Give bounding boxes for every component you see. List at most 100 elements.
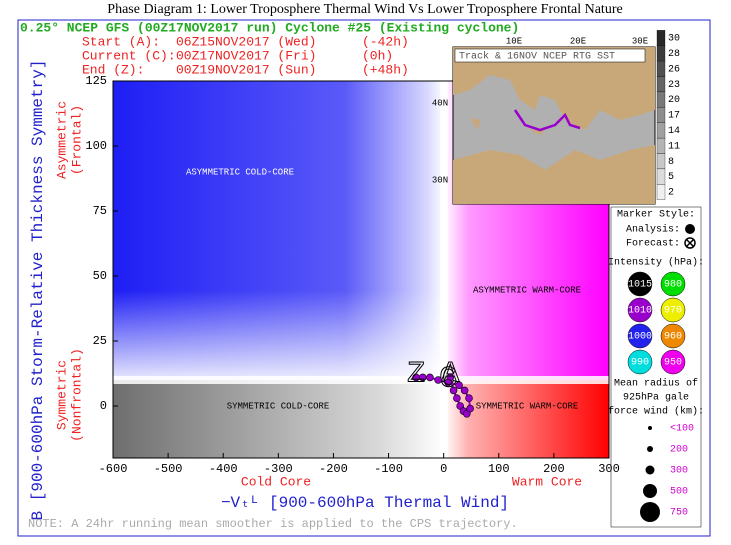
colorbar-swatch [656,122,666,139]
track-label: C [439,363,457,397]
legend-intensity-swatch [660,323,686,349]
legend-intensity-swatch [627,271,653,297]
header-label: Current (C): [82,48,176,63]
x-tick-label: 100 [488,462,510,476]
legend-intensity-label: 1015 [628,280,652,291]
y-tick-label: 25 [93,334,107,348]
legend-radius-label: 500 [670,487,688,498]
outer-frame [17,19,711,537]
y-annotation: (Nonfrontal) [69,348,84,442]
colorbar-label: 26 [668,64,680,75]
colorbar-label: 5 [668,172,674,183]
legend-intensity-swatch [627,323,653,349]
legend-radius-title: 925hPa gale [623,392,689,404]
x-tick-label: -100 [374,462,403,476]
colorbar-swatch [656,45,666,62]
track-point [466,404,474,413]
x-annotation: Cold Core [241,474,311,489]
y-tick-label: 75 [93,204,107,218]
legend-intensity-label: 990 [631,358,649,369]
y-annotation: (Frontal) [69,105,84,175]
header-time: 00Z17NOV2017 (Fri) [176,48,316,63]
track-label: Z [407,357,425,391]
legend-intensity-swatch [627,349,653,375]
legend-radius-marker [648,426,652,430]
track-point [460,386,469,395]
track-point [455,381,463,390]
quadrant-label: SYMMETRIC WARM-CORE [476,401,579,411]
header-offset: (0h) [362,48,393,63]
legend-radius-label: <100 [670,424,694,435]
header-offset: (-42h) [362,34,409,49]
header-offset: (+48h) [362,62,409,77]
legend-intensity-swatch [660,349,686,375]
x-tick-label: -400 [209,462,238,476]
track-point [449,386,458,395]
legend-intensity-label: 970 [664,306,682,317]
y-tick-label: 100 [85,139,107,153]
track-point [426,373,434,382]
legend-title: Marker Style: [617,209,695,221]
y-annotation: Symmetric [54,360,69,430]
y-annotation: Asymmetric [54,101,69,179]
track-point [444,378,452,387]
x-tick-label: -200 [319,462,348,476]
legend-intensity-swatch [627,297,653,323]
header-label: Start (A): [82,34,160,49]
legend-panel [610,206,702,528]
legend-radius-marker [647,446,653,452]
x-tick-label: -300 [264,462,293,476]
colorbar-label: 8 [668,157,674,168]
legend-radius-title: Mean radius of [614,378,698,390]
plot-background [112,80,610,459]
colorbar-label: 23 [668,80,680,91]
colorbar-label: 17 [668,111,680,122]
colorbar-swatch [656,137,666,154]
lon-label: 20E [570,36,586,46]
chart-title: Phase Diagram 1: Lower Troposphere Therm… [107,2,622,17]
lat-label: 40N [432,98,448,108]
legend-analysis: Analysis: [626,224,680,236]
header-model: 0.25° NCEP GFS (00Z17NOV2017 run) Cyclon… [20,20,519,35]
legend-intensity-label: 1010 [628,306,652,317]
legend-forecast-cross [685,238,695,248]
legend-intensity-label: 950 [664,358,682,369]
note: NOTE: A 24hr running mean smoother is ap… [28,517,518,531]
quadrant-label: ASYMMETRIC WARM-CORE [473,285,581,295]
track-point [434,376,442,384]
legend-radius-label: 200 [670,445,688,456]
colorbar-label: 11 [668,141,680,152]
x-tick-label: 200 [543,462,565,476]
y-tick-label: 50 [93,269,107,283]
track-point [412,373,420,382]
colorbar-swatch [656,153,666,170]
legend-radius-marker [643,484,657,498]
colorbar-label: 2 [668,188,674,199]
legend-radius-marker [645,465,655,475]
header-time: 00Z19NOV2017 (Sun) [176,62,316,77]
colorbar-swatch [656,60,666,77]
y-tick-label: 0 [100,399,107,413]
legend-radius-label: 300 [670,466,688,477]
colorbar-swatch [656,30,666,46]
legend-intensity-label: 960 [664,332,682,343]
header-label: End (Z): [82,62,144,77]
quadrant-label: ASYMMETRIC COLD-CORE [186,167,294,177]
legend-radius-title: force wind (km): [608,406,704,418]
legend-intensity-swatch [660,271,686,297]
quadrant-label: SYMMETRIC COLD-CORE [227,401,330,411]
legend-intensity-title: Intensity (hPa): [608,257,704,269]
y-tick-label: 125 [85,74,107,88]
track-point [453,394,461,403]
inset-map [452,46,656,205]
colorbar-swatch [656,168,666,185]
legend-radius-marker [640,502,660,522]
x-tick-label: 300 [598,462,620,476]
x-tick-label: -500 [154,462,183,476]
lat-label: 30N [432,175,448,185]
legend-radius-label: 750 [670,508,688,519]
colorbar-label: 20 [668,95,680,106]
inset-title: Track & 16NOV NCEP RTG SST [459,51,615,63]
colorbar-swatch [656,184,666,200]
